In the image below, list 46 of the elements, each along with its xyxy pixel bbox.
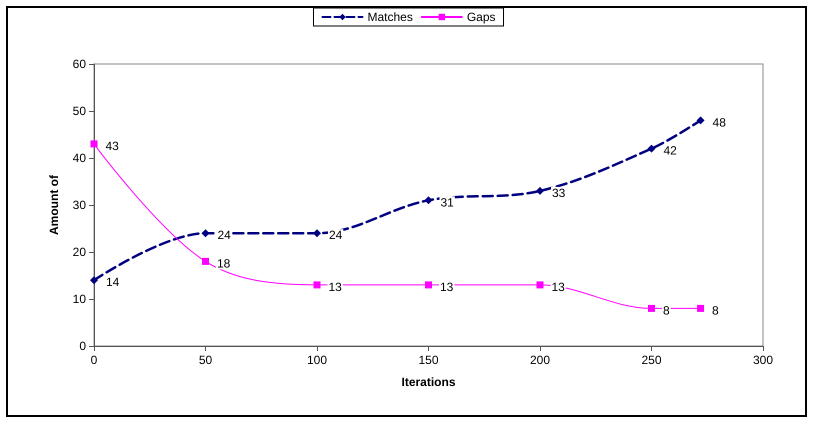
data-label: 8 <box>712 303 720 318</box>
data-label: 24 <box>218 228 232 242</box>
point <box>536 186 544 195</box>
data-label: 31 <box>440 195 454 210</box>
point <box>425 281 432 288</box>
x-tick-label: 200 <box>530 353 550 367</box>
data-label: 48 <box>712 115 726 130</box>
x-axis-title: Iterations <box>401 375 456 389</box>
y-tick-label: 30 <box>72 198 86 212</box>
data-label: 8 <box>663 303 670 318</box>
data-label: 13 <box>552 280 566 294</box>
data-label: 42 <box>664 144 678 158</box>
x-tick-label: 0 <box>90 353 98 367</box>
x-tick-label: 300 <box>752 353 774 367</box>
data-label: 13 <box>440 280 454 294</box>
point <box>90 140 98 148</box>
data-label: 33 <box>552 186 566 200</box>
x-tick-label: 50 <box>198 353 212 367</box>
y-axis-title: Amount of <box>47 174 61 235</box>
point <box>314 281 320 288</box>
data-label: 13 <box>328 280 342 294</box>
x-tick-label: 250 <box>641 353 662 367</box>
point <box>697 304 704 312</box>
point <box>424 196 432 204</box>
legend-label: Matches <box>367 10 413 24</box>
point <box>90 276 98 284</box>
point <box>648 144 656 153</box>
point <box>202 258 209 265</box>
y-tick-label: 0 <box>79 339 86 353</box>
x-tick-label: 150 <box>418 353 439 367</box>
point <box>536 281 544 288</box>
legend-label: Gaps <box>466 10 496 24</box>
data-label: 24 <box>329 228 343 242</box>
data-label: 18 <box>217 256 231 270</box>
y-tick-label: 60 <box>72 57 86 71</box>
y-tick-label: 40 <box>72 151 86 165</box>
point <box>202 229 210 238</box>
point <box>648 304 655 312</box>
y-tick-label: 50 <box>72 104 86 118</box>
data-label: 43 <box>106 138 120 153</box>
y-tick-label: 20 <box>72 245 86 259</box>
point <box>696 116 705 124</box>
y-tick-label: 10 <box>72 292 86 306</box>
x-tick-label: 100 <box>306 353 328 367</box>
data-label: 14 <box>106 275 120 290</box>
point <box>313 229 321 238</box>
